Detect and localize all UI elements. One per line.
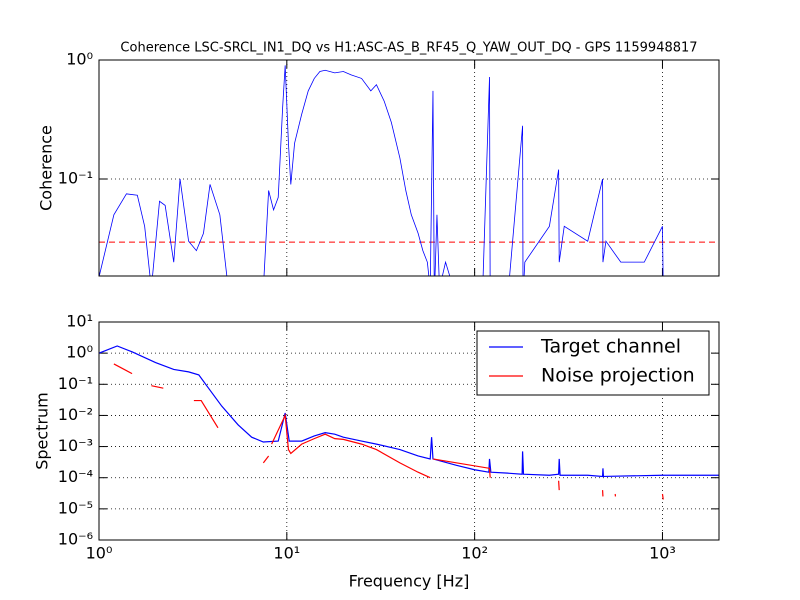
y-tick-label: 10¹: [66, 312, 93, 331]
series-line: [113, 363, 664, 500]
y-tick-label: 10⁻¹: [58, 374, 93, 393]
plot-area: [99, 345, 719, 500]
plot-frame: [98, 321, 720, 541]
x-axis-label: Frequency [Hz]: [349, 572, 470, 591]
legend-box: [476, 330, 710, 396]
chart-title: Coherence LSC-SRCL_IN1_DQ vs H1:ASC-AS_B…: [120, 41, 697, 56]
y-tick-label: 10⁻³: [58, 436, 93, 455]
x-tick-label: 10¹: [273, 544, 300, 563]
series-line: [99, 65, 664, 276]
x-tick-label: 10⁰: [86, 544, 113, 563]
legend-label: Target channel: [540, 336, 681, 358]
y-tick-label: 10⁰: [66, 343, 93, 362]
y-tick-label: 10⁻²: [58, 405, 93, 424]
x-tick-label: 10²: [461, 544, 488, 563]
y-tick-label: 10⁻¹: [58, 168, 93, 187]
y-axis-label: Coherence: [37, 125, 56, 211]
y-tick-label: 10⁻⁴: [58, 467, 93, 486]
y-axis-label: Spectrum: [33, 392, 52, 470]
legend-label: Noise projection: [541, 365, 695, 387]
plot-area: [99, 65, 719, 276]
plot-frame: [98, 59, 720, 277]
y-tick-label: 10⁰: [66, 50, 93, 69]
y-tick-label: 10⁻⁵: [58, 498, 93, 517]
x-tick-label: 10³: [649, 544, 676, 563]
series-line: [99, 345, 719, 478]
y-tick-label: 10⁻⁶: [58, 530, 93, 549]
